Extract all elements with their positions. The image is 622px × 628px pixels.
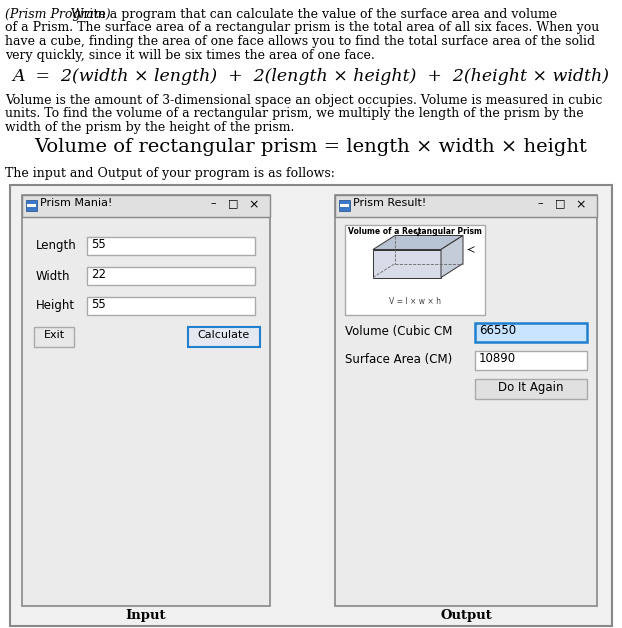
Text: (Prism Program): (Prism Program) xyxy=(5,8,111,21)
Text: Height: Height xyxy=(36,300,75,313)
Text: Prism Result!: Prism Result! xyxy=(353,198,426,208)
Text: 10890: 10890 xyxy=(479,352,516,365)
Text: 55: 55 xyxy=(91,298,106,311)
Bar xyxy=(188,327,260,347)
Text: 66550: 66550 xyxy=(479,325,516,337)
Text: □: □ xyxy=(228,198,238,208)
Bar xyxy=(10,185,612,626)
Bar xyxy=(27,203,36,207)
Bar xyxy=(87,237,255,254)
Bar xyxy=(335,195,597,606)
Text: Output: Output xyxy=(440,609,492,622)
Text: –: – xyxy=(210,198,216,208)
Bar xyxy=(87,296,255,315)
Bar xyxy=(22,195,270,606)
Bar xyxy=(335,195,597,217)
Text: Input: Input xyxy=(126,609,166,622)
Text: A  =  2(width × length)  +  2(length × height)  +  2(height × width): A = 2(width × length) + 2(length × heigh… xyxy=(12,68,610,85)
Text: units. To find the volume of a rectangular prism, we multiply the length of the : units. To find the volume of a rectangul… xyxy=(5,107,583,121)
Text: –: – xyxy=(537,198,542,208)
Bar xyxy=(345,224,485,315)
Polygon shape xyxy=(373,236,463,249)
Text: Volume is the amount of 3-dimensional space an object occupies. Volume is measur: Volume is the amount of 3-dimensional sp… xyxy=(5,94,602,107)
Text: Write a program that can calculate the value of the surface area and volume: Write a program that can calculate the v… xyxy=(67,8,557,21)
Text: very quickly, since it will be six times the area of one face.: very quickly, since it will be six times… xyxy=(5,48,374,62)
Bar xyxy=(339,200,350,210)
Text: 22: 22 xyxy=(91,269,106,281)
Bar xyxy=(475,350,587,369)
Text: Length: Length xyxy=(36,239,77,252)
Polygon shape xyxy=(373,249,441,278)
Bar xyxy=(26,200,37,210)
Text: Do It Again: Do It Again xyxy=(498,381,564,394)
Polygon shape xyxy=(441,236,463,278)
Text: □: □ xyxy=(555,198,565,208)
Text: Width: Width xyxy=(36,269,70,283)
Text: Volume (Cubic CM: Volume (Cubic CM xyxy=(345,325,452,338)
Text: Volume of a Rectangular Prism: Volume of a Rectangular Prism xyxy=(348,227,482,237)
Text: V = l × w × h: V = l × w × h xyxy=(389,298,441,306)
Text: Prism Mania!: Prism Mania! xyxy=(40,198,113,208)
Text: have a cube, finding the area of one face allows you to find the total surface a: have a cube, finding the area of one fac… xyxy=(5,35,595,48)
Text: Volume of rectangular prism = length × width × height: Volume of rectangular prism = length × w… xyxy=(35,139,587,156)
Text: of a Prism. The surface area of a rectangular prism is the total area of all six: of a Prism. The surface area of a rectan… xyxy=(5,21,599,35)
Bar xyxy=(340,203,349,207)
Text: 55: 55 xyxy=(91,239,106,251)
Text: Exit: Exit xyxy=(44,330,65,340)
Text: ×: × xyxy=(248,198,259,212)
Bar xyxy=(87,266,255,284)
Bar xyxy=(22,195,270,217)
Bar xyxy=(34,327,74,347)
Text: Surface Area (CM): Surface Area (CM) xyxy=(345,354,452,367)
Text: Calculate: Calculate xyxy=(198,330,250,340)
Text: ×: × xyxy=(575,198,585,212)
Text: The input and Output of your program is as follows:: The input and Output of your program is … xyxy=(5,166,335,180)
Bar xyxy=(475,323,587,342)
Text: width of the prism by the height of the prism.: width of the prism by the height of the … xyxy=(5,121,294,134)
Bar xyxy=(475,379,587,399)
